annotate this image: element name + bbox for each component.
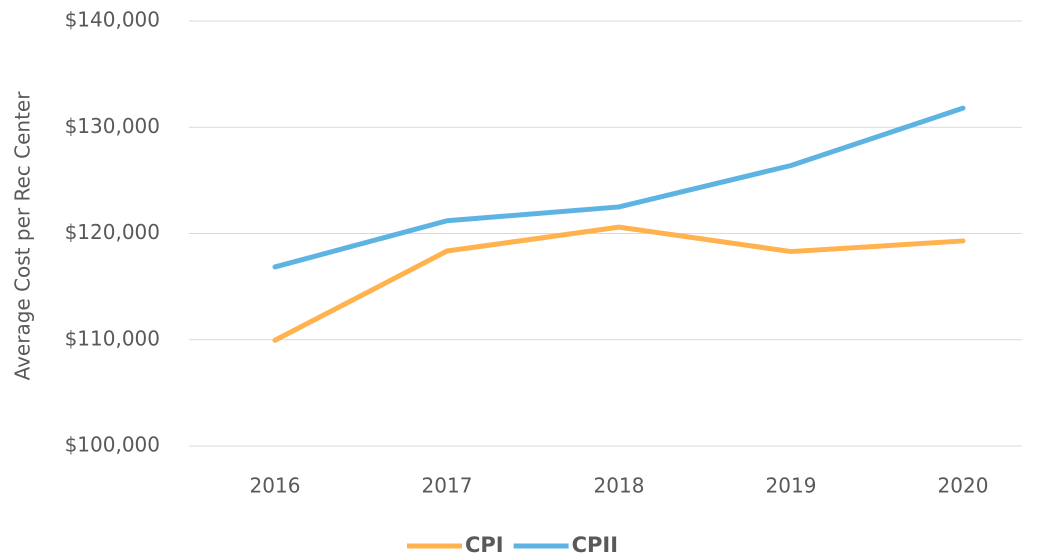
y-tick-label: $110,000 [65, 326, 160, 350]
x-tick-label: 2016 [250, 474, 301, 498]
x-tick-label: 2018 [594, 474, 645, 498]
y-tick-label: $100,000 [65, 433, 160, 457]
legend-label: CPI [465, 533, 504, 557]
y-tick-label: $130,000 [65, 114, 160, 138]
y-tick-label: $140,000 [65, 8, 160, 32]
x-tick-label: 2019 [766, 474, 817, 498]
series-line [272, 105, 966, 270]
x-tick-label: 2017 [422, 474, 473, 498]
y-tick-label: $120,000 [65, 220, 160, 244]
y-axis-label: Average Cost per Rec Center [11, 91, 35, 381]
legend-label: CPII [572, 533, 618, 557]
series-line [272, 224, 966, 343]
x-tick-label: 2020 [938, 474, 989, 498]
